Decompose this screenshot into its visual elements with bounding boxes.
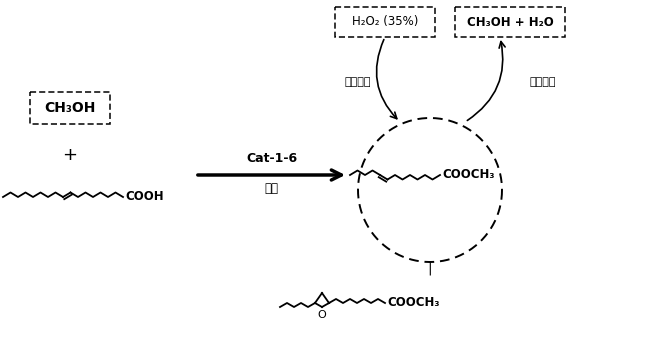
Text: 减压分层: 减压分层 xyxy=(529,77,557,87)
Text: COOCH₃: COOCH₃ xyxy=(387,297,440,310)
Text: H₂O₂ (35%): H₂O₂ (35%) xyxy=(352,16,418,28)
Text: O: O xyxy=(318,310,327,320)
FancyBboxPatch shape xyxy=(455,7,565,37)
Text: Cat-1-6: Cat-1-6 xyxy=(246,153,297,165)
Text: +: + xyxy=(63,146,77,164)
Text: COOCH₃: COOCH₃ xyxy=(442,168,494,181)
Text: CH₃OH: CH₃OH xyxy=(44,101,96,115)
Text: |: | xyxy=(428,261,432,275)
Text: 连续加入: 连续加入 xyxy=(345,77,371,87)
FancyBboxPatch shape xyxy=(30,92,110,124)
Text: CH₃OH + H₂O: CH₃OH + H₂O xyxy=(467,16,553,28)
FancyBboxPatch shape xyxy=(335,7,435,37)
Text: COOH: COOH xyxy=(125,191,164,203)
Text: 室温: 室温 xyxy=(264,182,278,196)
